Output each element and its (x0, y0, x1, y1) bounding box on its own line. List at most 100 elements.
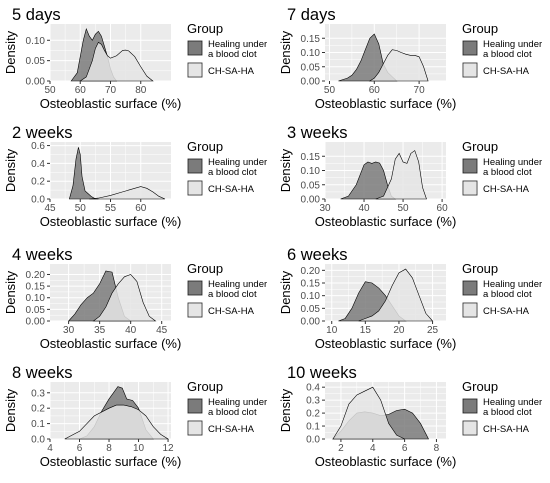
y-tick-label: 0.10 (301, 291, 321, 302)
legend-title: Group (187, 261, 223, 276)
legend-label-line: Healing under (483, 157, 542, 168)
x-tick-label: 50 (324, 85, 336, 96)
y-tick-label: 0.2 (31, 404, 45, 415)
x-tick-label: 15 (360, 325, 372, 336)
y-tick-label: 0.05 (301, 62, 321, 73)
y-tick-label: 0.10 (26, 36, 46, 47)
legend-label-line: CH-SA-HA (208, 424, 255, 435)
legend-label-line: a blood clot (483, 49, 532, 60)
density-area-ch-sa-ha (92, 274, 157, 322)
y-tick-label: 0.05 (26, 56, 46, 67)
y-tick-label: 0.05 (301, 180, 321, 191)
legend-label-line: a blood clot (483, 407, 532, 418)
legend-label-line: CH-SA-HA (208, 306, 255, 317)
legend-swatch (187, 280, 203, 296)
legend-swatch (462, 62, 478, 78)
x-tick-label: 60 (135, 203, 147, 214)
y-tick-label: 0.3 (306, 396, 320, 407)
legend-swatch (462, 398, 478, 414)
chart-panel: 8 weeks 4 6 8 10 12 0.0 0.1 0.2 0.3 Osteoblastic s… (3, 364, 267, 469)
x-tick-label: 50 (44, 85, 56, 96)
legend-swatch (187, 62, 203, 78)
legend-label: Healing under a blood clot (208, 397, 267, 418)
x-tick-label: 30 (319, 203, 331, 214)
y-tick-label: 0.00 (301, 77, 321, 88)
chart-title: 2 weeks (12, 124, 73, 142)
y-tick-label: 0.4 (31, 159, 45, 170)
y-tick-label: 0.00 (301, 317, 321, 328)
legend-label: CH-SA-HA (483, 306, 530, 317)
legend-title: Group (462, 21, 498, 36)
legend-label-line: CH-SA-HA (483, 66, 530, 77)
x-tick-label: 60 (75, 85, 87, 96)
legend-label: CH-SA-HA (483, 424, 530, 435)
y-axis-label: Density (278, 388, 293, 432)
y-tick-label: 0.0 (31, 435, 45, 446)
y-tick-label: 0.05 (301, 304, 321, 315)
legend-label-line: Healing under (483, 397, 542, 408)
chart-panel: 5 days 50 60 70 80 0.00 0.05 0.10 Osteoblastic s… (3, 6, 267, 111)
chart-panel: 6 weeks 10 15 20 25 0.00 0.05 0.100.15 0.20 Osteo… (278, 246, 542, 351)
y-tick-label: 0.10 (301, 166, 321, 177)
y-tick-label: 0.15 (301, 279, 321, 290)
y-tick-label: 0.15 (301, 34, 321, 45)
x-tick-label: 80 (135, 85, 147, 96)
legend-label-line: Healing under (208, 157, 267, 168)
legend-label-line: CH-SA-HA (483, 184, 530, 195)
legend-label-line: Healing under (208, 397, 267, 408)
y-tick-label: 0.20 (26, 270, 46, 281)
y-tick-label: 0.6 (31, 141, 45, 152)
legend-label-line: Healing under (208, 39, 267, 50)
x-tick-label: 40 (125, 325, 137, 336)
legend-label: CH-SA-HA (208, 66, 255, 77)
density-area-ch-sa-ha (89, 186, 166, 200)
legend-swatch (462, 420, 478, 436)
x-tick-label: 20 (393, 325, 405, 336)
legend-title: Group (187, 379, 223, 394)
y-tick-label: 0.00 (26, 77, 46, 88)
chart-panel: 4 weeks 30 35 40 45 0.000.050.100.150.20 Osteo… (3, 246, 267, 351)
chart-title: 3 weeks (287, 124, 348, 142)
legend-label-line: a blood clot (208, 167, 257, 178)
x-axis-label: Osteoblastic surface (%) (40, 214, 182, 229)
x-tick-label: 12 (162, 443, 174, 454)
legend-swatch (462, 280, 478, 296)
x-axis-label: Osteoblastic surface (%) (315, 214, 457, 229)
y-tick-label: 0.00 (301, 195, 321, 206)
x-tick-label: 2 (338, 443, 344, 454)
legend-label: Healing under a blood clot (483, 397, 542, 418)
chart-title: 8 weeks (12, 364, 73, 382)
legend-label: Healing under a blood clot (483, 157, 542, 178)
chart-title: 10 weeks (287, 364, 357, 382)
y-axis-label: Density (278, 270, 293, 314)
x-tick-label: 6 (77, 443, 83, 454)
legend-label: CH-SA-HA (483, 184, 530, 195)
chart-title: 5 days (12, 6, 61, 24)
legend-swatch (462, 158, 478, 174)
y-tick-label: 0.00 (26, 317, 46, 328)
x-tick-label: 70 (105, 85, 117, 96)
x-tick-label: 10 (326, 325, 338, 336)
x-tick-label: 45 (156, 325, 168, 336)
y-tick-label: 0.10 (301, 48, 321, 59)
legend-label: Healing under a blood clot (483, 279, 542, 300)
legend-title: Group (187, 21, 223, 36)
y-tick-label: 0.2 (306, 409, 320, 420)
legend-label-line: CH-SA-HA (483, 424, 530, 435)
y-tick-label: 0.20 (301, 266, 321, 277)
density-area-ch-sa-ha (358, 268, 434, 322)
legend-label-line: CH-SA-HA (208, 184, 255, 195)
legend-label: Healing under a blood clot (208, 39, 267, 60)
y-axis-label: Density (3, 388, 18, 432)
x-tick-label: 4 (47, 443, 53, 454)
legend-swatch (462, 40, 478, 56)
legend-label: Healing under a blood clot (208, 279, 267, 300)
x-axis-label: Osteoblastic surface (%) (40, 336, 182, 351)
chart-title: 6 weeks (287, 246, 348, 264)
chart-panel: 2 weeks 45 50 55 60 0.0 0.2 0.4 0.6 Osteoblastic … (3, 124, 267, 229)
y-tick-label: 0.10 (26, 293, 46, 304)
x-tick-label: 60 (369, 85, 381, 96)
legend-label-line: a blood clot (483, 289, 532, 300)
x-tick-label: 50 (398, 203, 410, 214)
y-axis-label: Density (3, 30, 18, 74)
